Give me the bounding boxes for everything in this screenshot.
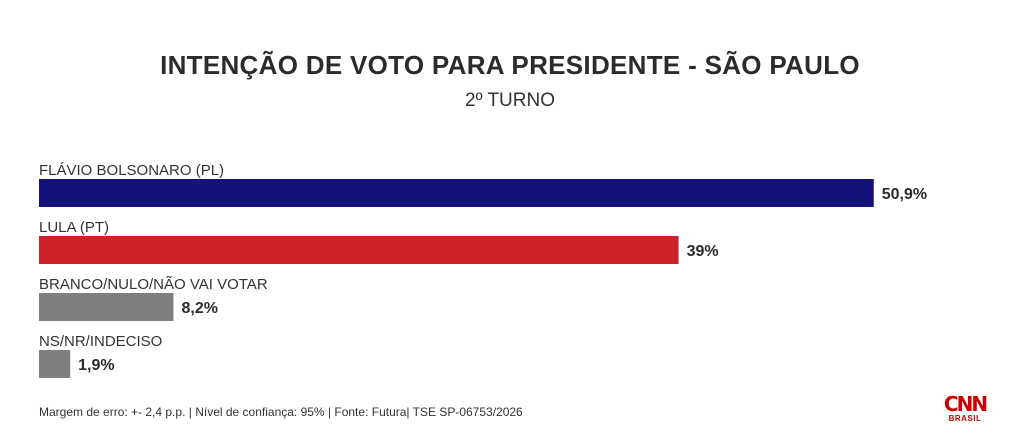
category-label: FLÁVIO BOLSONARO (PL) xyxy=(39,162,224,179)
bar xyxy=(39,293,174,321)
bar-chart: FLÁVIO BOLSONARO (PL) 50,9% LULA (PT) 39% BR… xyxy=(0,150,1020,390)
logo-sub: BRASIL xyxy=(948,414,982,423)
logo-mark: CNN xyxy=(943,392,988,416)
category-label: LULA (PT) xyxy=(39,219,109,236)
value-label: 1,9% xyxy=(78,357,114,374)
chart-title: INTENÇÃO DE VOTO PARA PRESIDENTE - SÃO P… xyxy=(160,50,860,80)
value-label: 39% xyxy=(687,243,719,260)
cnn-brasil-logo: CNN BRASIL xyxy=(940,394,990,423)
chart-subtitle: 2º TURNO xyxy=(465,90,555,111)
bar xyxy=(39,236,679,264)
bar-row: FLÁVIO BOLSONARO (PL) 50,9% xyxy=(39,162,927,207)
footer-note: Margem de erro: +- 2,4 p.p. | Nível de c… xyxy=(39,405,523,419)
bar-row: BRANCO/NULO/NÃO VAI VOTAR 8,2% xyxy=(39,276,268,321)
bar xyxy=(39,179,874,207)
category-label: NS/NR/INDECISO xyxy=(39,333,162,350)
value-label: 8,2% xyxy=(181,300,217,317)
value-label: 50,9% xyxy=(882,186,927,203)
category-label: BRANCO/NULO/NÃO VAI VOTAR xyxy=(39,276,268,293)
bar-chart-svg: FLÁVIO BOLSONARO (PL) 50,9% LULA (PT) 39% BR… xyxy=(39,162,927,378)
bar-row: NS/NR/INDECISO 1,9% xyxy=(39,333,162,378)
bar-row: LULA (PT) 39% xyxy=(39,219,719,264)
bar xyxy=(39,350,71,378)
